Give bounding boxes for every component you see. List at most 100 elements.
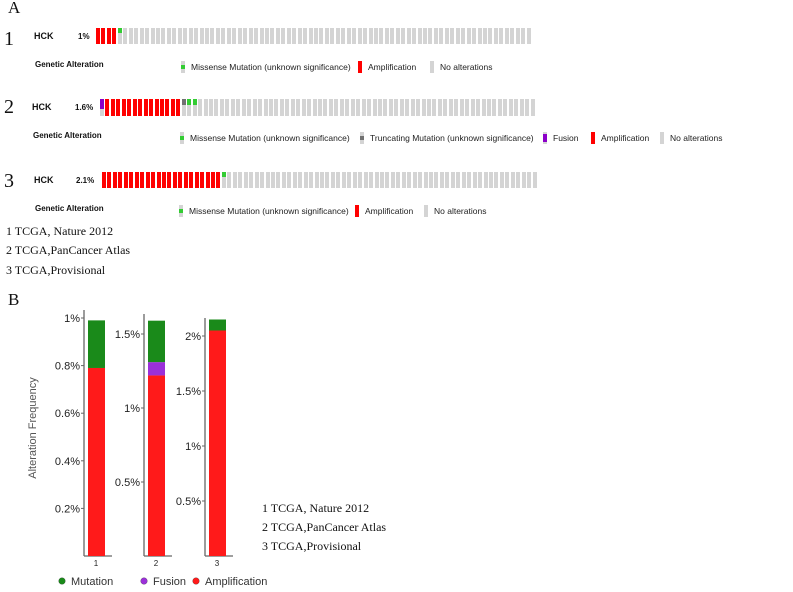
legend-label: Amplification xyxy=(368,62,417,72)
sample-cell-none xyxy=(357,28,362,44)
sample-cell-none xyxy=(499,28,504,44)
sample-cell-none xyxy=(412,172,417,188)
legend-label: Missense Mutation (unknown significance) xyxy=(191,62,351,72)
sample-cell-none xyxy=(215,28,220,44)
row-index: 1 xyxy=(4,28,14,50)
sample-cell-none xyxy=(334,99,339,116)
sample-cell-none xyxy=(314,172,319,188)
sample-cell-none xyxy=(248,28,253,44)
sample-cell-none xyxy=(417,28,422,44)
sample-cell-none xyxy=(423,28,427,44)
legend-title: Genetic Alteration xyxy=(35,60,104,69)
sample-cell-none xyxy=(309,172,314,188)
sample-cell-amplification xyxy=(165,99,170,116)
legend-label: Fusion xyxy=(153,576,186,588)
sample-cell-none xyxy=(510,28,515,44)
y-tick-label: 0.4% xyxy=(55,456,80,468)
sample-cell-amplification xyxy=(112,28,117,44)
sample-cell-fusion xyxy=(100,99,104,116)
sample-cell-none xyxy=(209,99,213,116)
oncoprint-track xyxy=(96,28,536,44)
sample-cell-none xyxy=(268,99,273,116)
sample-cell-none xyxy=(270,28,275,44)
sample-cell-none xyxy=(519,99,524,116)
sample-cell-amplification xyxy=(121,99,126,116)
sample-cell-none xyxy=(324,28,329,44)
sample-cell-none xyxy=(467,172,472,188)
oncoprint-track xyxy=(102,172,542,188)
sample-cell-amplification xyxy=(156,172,161,188)
sample-cell-none xyxy=(350,99,355,116)
sample-cell-none xyxy=(372,99,377,116)
sample-cell-none xyxy=(330,172,335,188)
sample-cell-none xyxy=(346,28,351,44)
legend-label: Missense Mutation (unknown significance) xyxy=(190,133,350,143)
alteration-percent: 1% xyxy=(78,32,90,41)
sample-cell-none xyxy=(307,99,312,116)
sample-cell-amplification xyxy=(151,172,156,188)
sample-cell-none xyxy=(448,99,453,116)
bar-segment-amplification xyxy=(209,330,226,556)
bar-segment-mutation xyxy=(148,320,165,363)
sample-cell-none xyxy=(394,99,399,116)
sample-cell-none xyxy=(416,99,421,116)
sample-cell-none xyxy=(236,99,241,116)
legend-swatch-missense xyxy=(179,205,183,217)
sample-cell-none xyxy=(456,172,461,188)
x-tick-label: 2 xyxy=(154,559,159,568)
sample-cell-amplification xyxy=(194,172,199,188)
y-tick-label: 1.5% xyxy=(176,386,201,398)
sample-cell-none xyxy=(336,172,341,188)
sample-cell-none xyxy=(281,172,286,188)
sample-cell-none xyxy=(172,28,177,44)
sample-cell-amplification xyxy=(183,172,188,188)
sample-cell-none xyxy=(379,172,384,188)
sample-cell-none xyxy=(243,172,248,188)
sample-cell-none xyxy=(275,28,280,44)
sample-cell-none xyxy=(494,172,499,188)
sample-cell-none xyxy=(296,99,301,116)
sample-cell-none xyxy=(508,99,513,116)
bar-segment-mutation xyxy=(88,320,105,368)
legend-label: Missense Mutation (unknown significance) xyxy=(189,206,349,216)
legend-title: Genetic Alteration xyxy=(35,204,104,213)
sample-cell-none xyxy=(238,172,243,188)
sample-cell-none xyxy=(270,172,275,188)
sample-cell-amplification xyxy=(216,172,221,188)
sample-cell-none xyxy=(323,99,328,116)
sample-cell-amplification xyxy=(172,172,177,188)
sample-cell-none xyxy=(341,28,346,44)
sample-cell-none xyxy=(150,28,155,44)
sample-cell-none xyxy=(345,99,350,116)
sample-cell-none xyxy=(470,99,475,116)
sample-cell-amplification xyxy=(189,172,194,188)
sample-cell-none xyxy=(226,28,231,44)
sample-cell-none xyxy=(454,99,459,116)
sample-cell-none xyxy=(406,28,411,44)
sample-cell-none xyxy=(319,28,324,44)
sample-cell-missense xyxy=(192,99,197,116)
sample-cell-none xyxy=(445,172,450,188)
sample-cell-none xyxy=(356,99,361,116)
sample-cell-none xyxy=(258,99,263,116)
y-tick-label: 1.5% xyxy=(115,329,140,341)
sample-cell-none xyxy=(298,172,303,188)
sample-cell-none xyxy=(260,172,265,188)
sample-cell-amplification xyxy=(112,172,117,188)
sample-cell-none xyxy=(198,99,203,116)
sample-cell-none xyxy=(177,28,182,44)
panel-a-label: A xyxy=(8,0,21,17)
sample-cell-none xyxy=(259,28,264,44)
sample-cell-none xyxy=(532,172,537,188)
sample-cell-none xyxy=(139,28,144,44)
sample-cell-none xyxy=(477,28,482,44)
sample-cell-none xyxy=(379,28,384,44)
sample-cell-none xyxy=(352,28,357,44)
sample-cell-none xyxy=(421,99,426,116)
sample-cell-none xyxy=(320,172,324,188)
sample-cell-none xyxy=(510,172,515,188)
sample-cell-none xyxy=(292,172,297,188)
sample-cell-amplification xyxy=(127,99,132,116)
sample-cell-none xyxy=(276,172,281,188)
legend-label: Truncating Mutation (unknown significanc… xyxy=(370,133,534,143)
